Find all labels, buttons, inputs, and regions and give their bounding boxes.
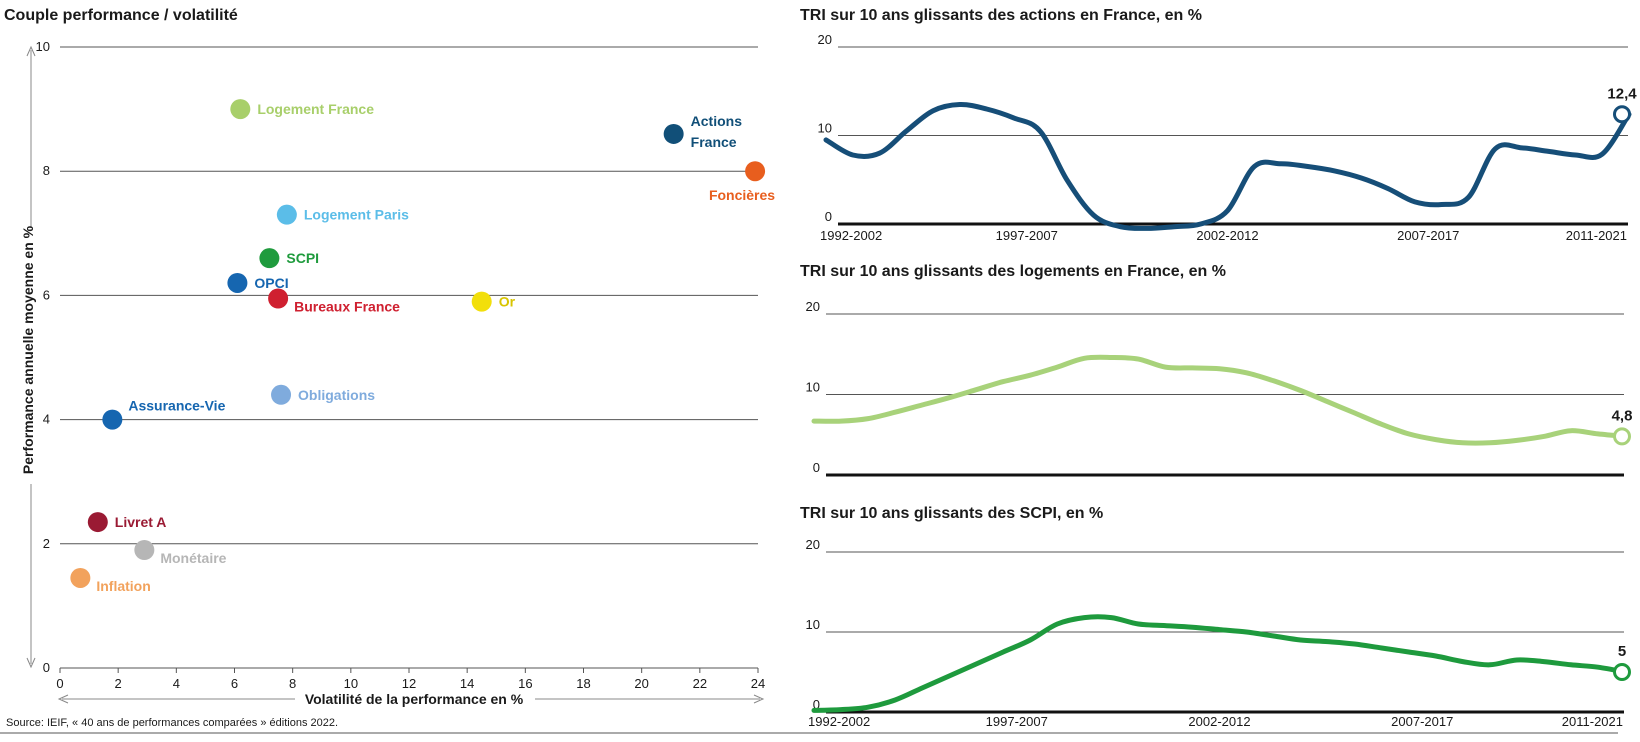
x-tick-label-actions: 2002-2012 <box>1196 228 1258 243</box>
scatter-x-tick-label: 18 <box>576 676 590 691</box>
point-label-scpi: SCPI <box>286 250 319 266</box>
x-tick-label-actions: 1992-2002 <box>820 228 882 243</box>
y-tick-label-actions: 0 <box>825 209 832 224</box>
end-marker-actions <box>1613 105 1631 124</box>
point-foncieres <box>745 161 766 182</box>
point-label-foncieres: Foncières <box>709 187 775 203</box>
line-charts: TRI sur 10 ans glissants des actions en … <box>800 7 1637 729</box>
scatter-x-axis-label: Volatilité de la performance en % <box>305 691 524 707</box>
scatter-y-tick-label: 4 <box>43 412 50 427</box>
scatter-x-tick-label: 12 <box>402 676 416 691</box>
x-arrowhead-right <box>753 694 765 704</box>
point-opci <box>227 272 248 293</box>
point-inflation <box>70 567 91 588</box>
point-label-livret-a: Livret A <box>115 514 167 530</box>
point-label-bureaux-france: Bureaux France <box>294 299 400 315</box>
point-label-logement-france: Logement France <box>257 101 374 117</box>
point-or <box>471 291 492 312</box>
point-label-or: Or <box>499 294 516 310</box>
point-logement-france <box>230 99 251 120</box>
y-tick-label-actions: 20 <box>818 32 832 47</box>
scatter-y-tick-label: 6 <box>43 287 50 302</box>
y-tick-label-logements: 20 <box>806 299 820 314</box>
scatter-x-tick-label: 22 <box>693 676 707 691</box>
x-tick-label-scpi: 2007-2017 <box>1391 714 1453 729</box>
y-tick-label-scpi: 0 <box>813 697 820 712</box>
scatter-x-tick-label: 4 <box>173 676 180 691</box>
line-chart-actions-title: TRI sur 10 ans glissants des actions en … <box>800 7 1202 24</box>
point-assurance-vie <box>102 409 123 430</box>
point-label-opci: OPCI <box>254 275 288 291</box>
y-arrowhead-down <box>26 657 36 669</box>
x-tick-label-scpi: 1992-2002 <box>808 714 870 729</box>
end-value-label-logements: 4,8 <box>1612 407 1633 424</box>
scatter-x-tick-label: 10 <box>344 676 358 691</box>
scatter-chart: Couple performance / volatilité 0246810 … <box>4 7 775 707</box>
end-marker-logements <box>1613 427 1631 446</box>
series-line-actions <box>823 101 1632 231</box>
scatter-y-tick-label: 10 <box>36 39 50 54</box>
scatter-y-tick-label: 8 <box>43 163 50 178</box>
point-label-obligations: Obligations <box>298 387 375 403</box>
point-label-monetaire: Monétaire <box>160 550 226 566</box>
scatter-x-tick-label: 16 <box>518 676 532 691</box>
x-tick-label-scpi: 2011-2021 <box>1562 714 1623 729</box>
y-tick-label-logements: 0 <box>813 460 820 475</box>
point-monetaire <box>134 540 155 561</box>
point-scpi <box>259 248 280 269</box>
series-line-scpi <box>811 614 1628 713</box>
point-label-assurance-vie: Assurance-Vie <box>128 398 225 414</box>
scatter-x-tick-label: 14 <box>460 676 474 691</box>
scatter-x-tick-label: 20 <box>634 676 648 691</box>
x-arrowhead-left <box>57 694 69 704</box>
y-arrowhead-up <box>26 45 36 57</box>
x-tick-label-scpi: 1997-2007 <box>986 714 1048 729</box>
scatter-y-axis-label: Performance annuelle moyenne en % <box>20 225 36 474</box>
line-chart-logements-title: TRI sur 10 ans glissants des logements e… <box>800 263 1226 280</box>
point-label-logement-paris: Logement Paris <box>304 207 409 223</box>
scatter-x-tick-label: 2 <box>115 676 122 691</box>
end-value-label-actions: 12,4 <box>1607 85 1637 102</box>
x-tick-label-scpi: 2002-2012 <box>1188 714 1250 729</box>
scatter-x-tick-label: 0 <box>56 676 63 691</box>
y-tick-label-actions: 10 <box>818 121 832 136</box>
point-livret-a <box>87 512 108 533</box>
x-tick-label-actions: 2011-2021 <box>1566 228 1627 243</box>
scatter-x-tick-label: 8 <box>289 676 296 691</box>
x-tick-label-actions: 1997-2007 <box>996 228 1058 243</box>
scatter-y-tick-label: 0 <box>43 660 50 675</box>
end-value-label-scpi: 5 <box>1618 643 1626 660</box>
series-line-logements <box>811 354 1628 446</box>
source-note: Source: IEIF, « 40 ans de performances c… <box>6 717 338 729</box>
point-bureaux-france <box>268 288 289 309</box>
point-label-inflation: Inflation <box>96 578 150 594</box>
x-tick-label-actions: 2007-2017 <box>1397 228 1459 243</box>
y-tick-label-scpi: 10 <box>806 617 820 632</box>
end-marker-scpi <box>1613 663 1631 681</box>
scatter-x-tick-label: 6 <box>231 676 238 691</box>
point-logement-paris <box>276 204 297 225</box>
scatter-x-tick-label: 24 <box>751 676 765 691</box>
point-actions-france <box>663 123 684 144</box>
point-obligations <box>271 384 292 405</box>
point-label-actions-france: Actions France <box>691 113 743 150</box>
line-chart-scpi-title: TRI sur 10 ans glissants des SCPI, en % <box>800 505 1103 522</box>
y-tick-label-logements: 10 <box>806 380 820 395</box>
y-tick-label-scpi: 20 <box>806 537 820 552</box>
scatter-y-tick-label: 2 <box>43 536 50 551</box>
scatter-title: Couple performance / volatilité <box>4 7 238 24</box>
